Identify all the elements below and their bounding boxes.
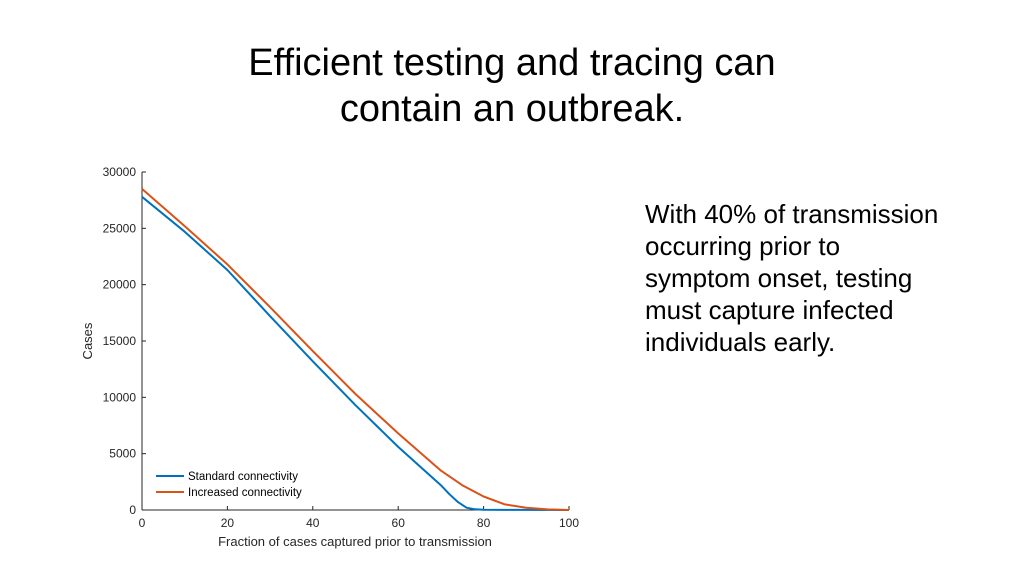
legend-label-1: Standard connectivity [188,471,298,483]
body-line-2: occurring prior to [645,231,841,261]
body-line-1: With 40% of transmission [645,199,939,229]
y-tick-label: 25000 [103,221,137,235]
y-axis-label: Cases [80,322,95,359]
legend-label-2: Increased connectivity [188,487,302,499]
series-line-2 [141,188,570,511]
x-tick-label: 60 [392,516,406,530]
x-tick-label: 40 [306,516,320,530]
x-axis-label: Fraction of cases captured prior to tran… [218,534,492,549]
slide-title: Efficient testing and tracing can contai… [112,40,912,132]
chart-legend: Standard connectivity Increased connectiv… [151,466,326,500]
body-line-4: must capture infected [645,295,894,325]
chart-series [141,188,570,511]
slide-title-line-1: Efficient testing and tracing can [248,42,776,84]
x-tick-label: 80 [477,516,491,530]
series-line-1 [141,196,570,511]
body-line-3: symptom onset, testing [645,263,913,293]
x-tick-label: 20 [221,516,235,530]
y-tick-label: 30000 [103,165,137,179]
legend-box [151,466,326,500]
y-tick-label: 10000 [103,390,137,404]
x-tick-label: 0 [139,516,146,530]
y-tick-label: 20000 [103,278,137,292]
slide-title-line-2: contain an outbreak. [339,88,685,130]
y-tick-label: 15000 [103,334,137,348]
slide-body-text: With 40% of transmission occurring prior… [645,198,1005,358]
body-line-5: individuals early. [645,327,836,357]
x-tick-label: 100 [559,516,579,530]
y-tick-label: 5000 [109,447,136,461]
y-tick-label: 0 [129,503,136,517]
